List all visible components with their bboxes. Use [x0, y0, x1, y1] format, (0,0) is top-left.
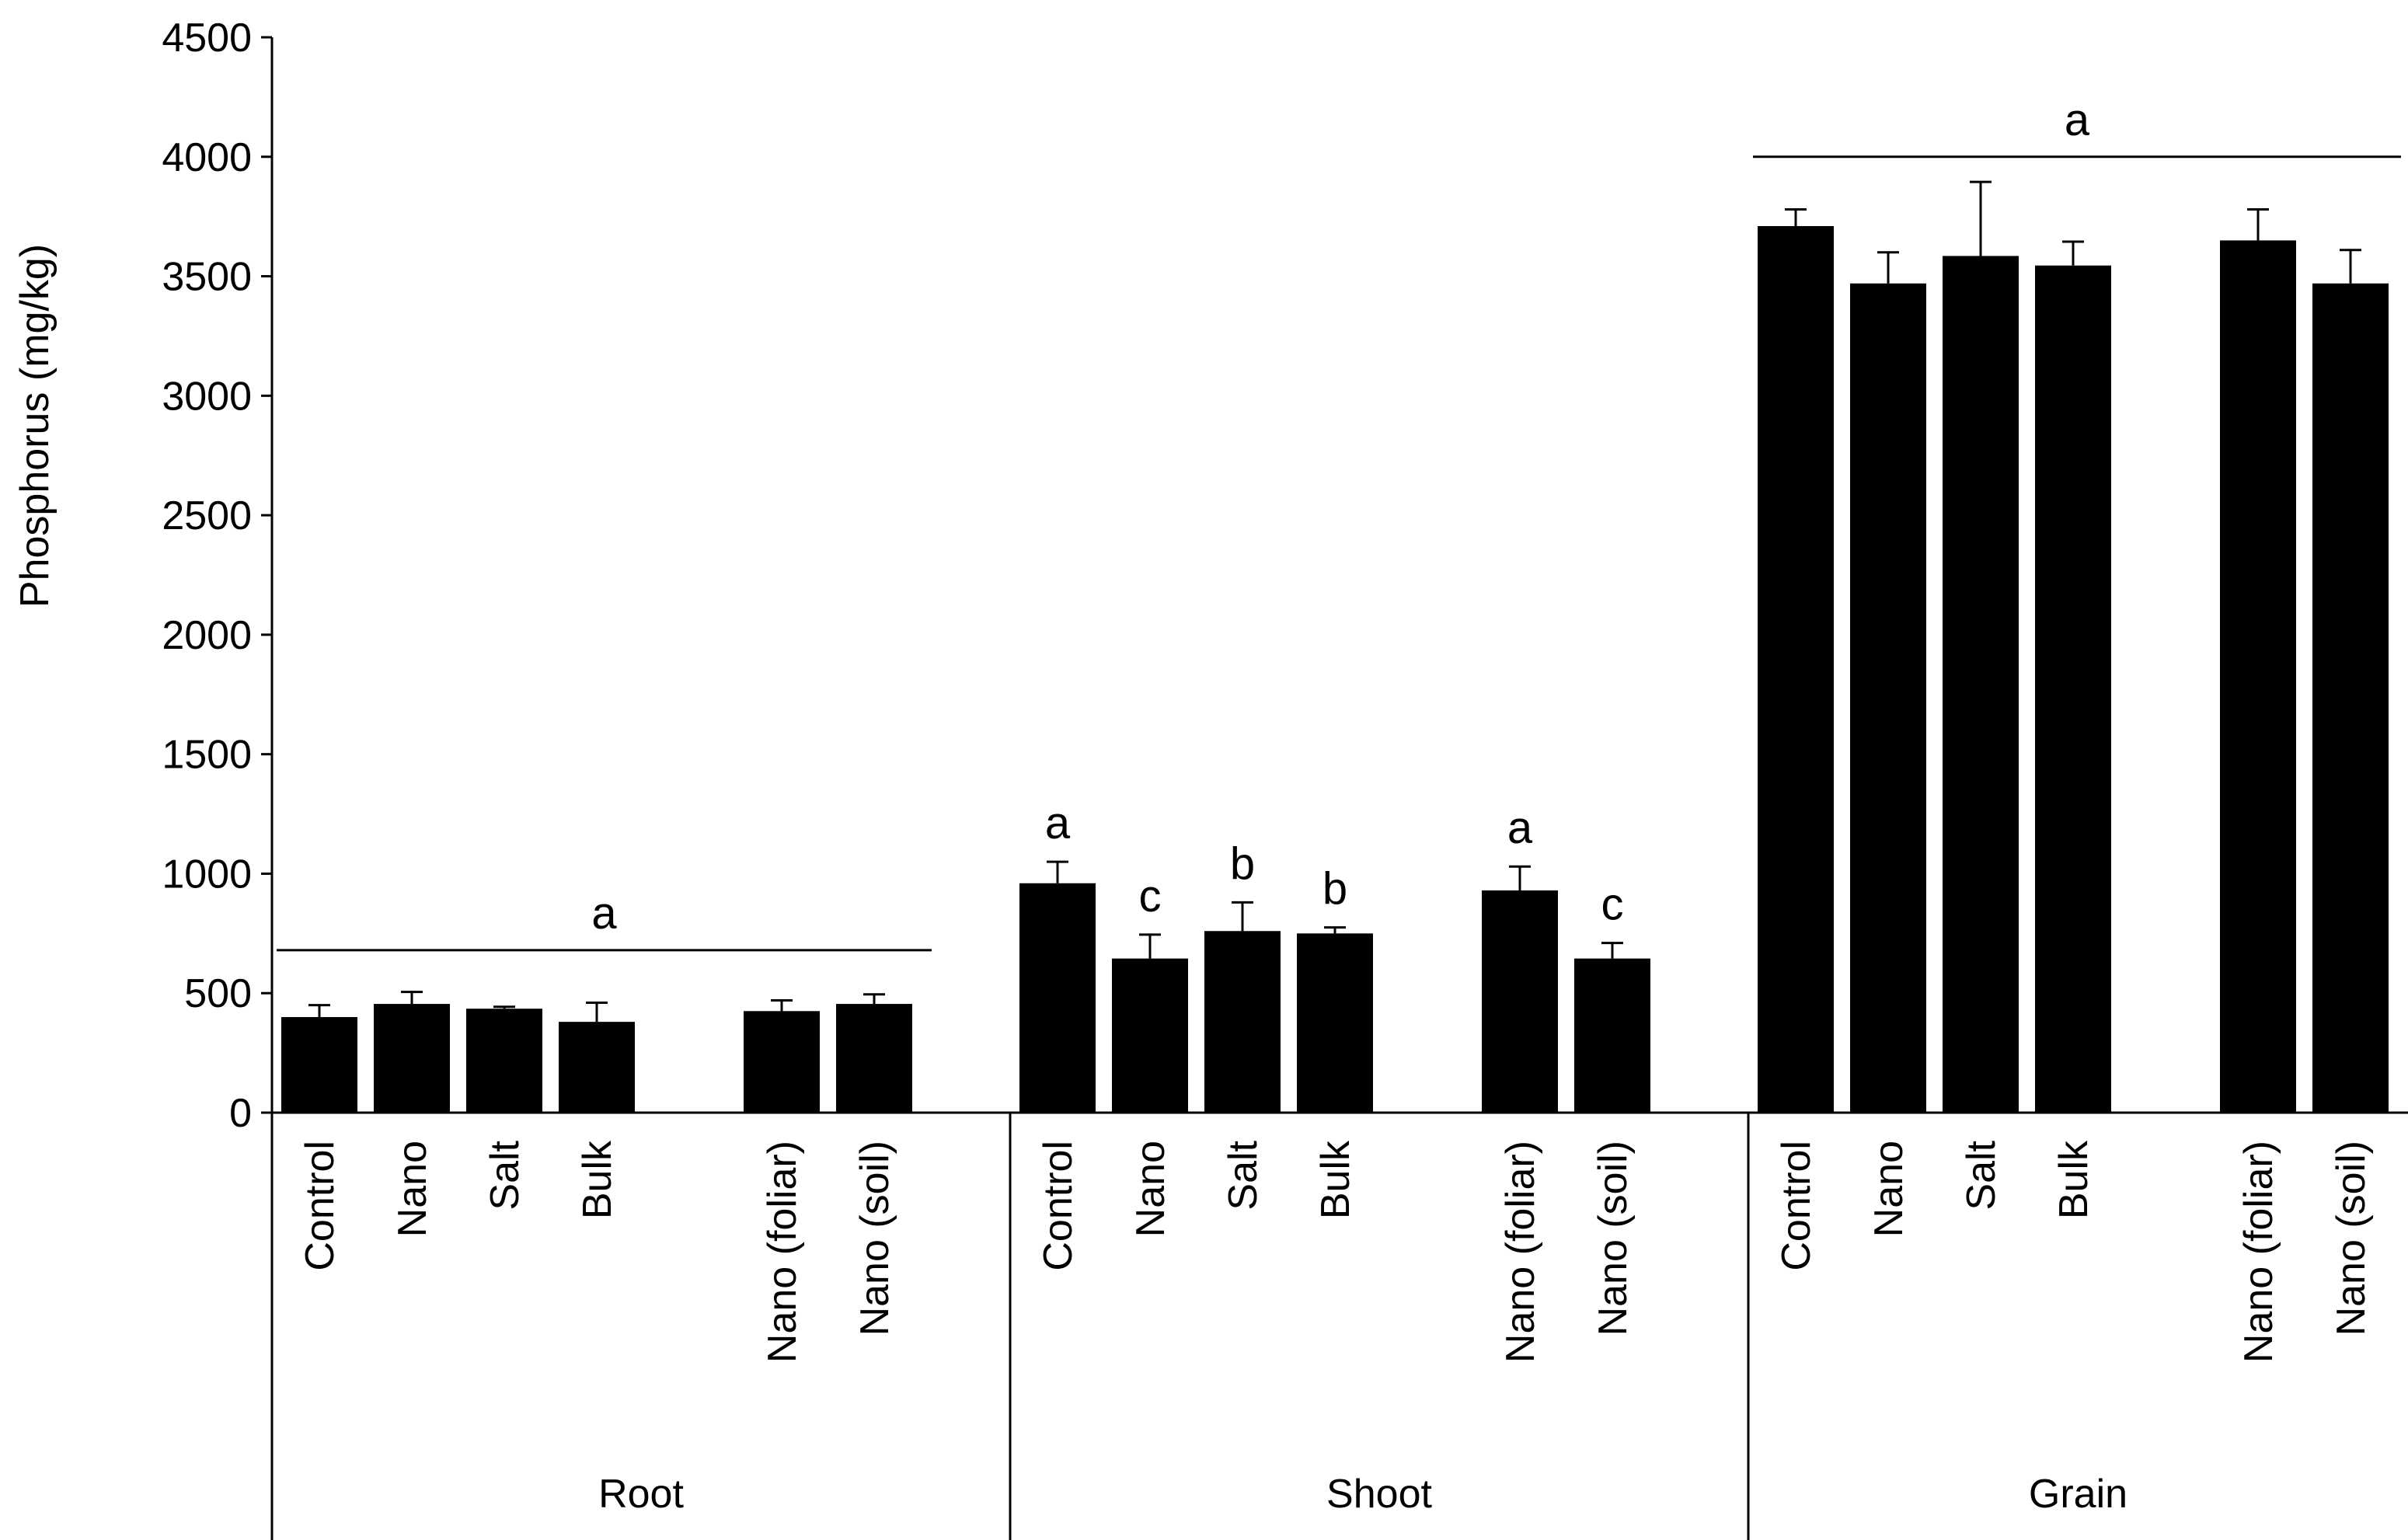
bar	[2035, 265, 2111, 1113]
bar	[836, 1004, 912, 1113]
bar	[1574, 958, 1650, 1113]
group-label: Root	[598, 1472, 684, 1517]
category-label: Nano (soil)	[852, 1141, 897, 1336]
bar	[1758, 225, 1834, 1113]
bar	[466, 1009, 542, 1113]
significance-letter: c	[1601, 880, 1624, 930]
category-label: Salt	[483, 1140, 528, 1210]
category-label: Nano (foliar)	[2236, 1141, 2281, 1363]
y-tick-label: 2000	[162, 613, 252, 658]
y-tick-label: 3500	[162, 255, 252, 300]
significance-letter: b	[1230, 838, 1255, 889]
y-tick-label: 500	[184, 971, 252, 1016]
y-tick-label: 1500	[162, 733, 252, 778]
category-label: Control	[298, 1141, 343, 1271]
bar	[1850, 283, 1926, 1113]
y-tick-label: 1000	[162, 852, 252, 897]
y-tick-label: 2500	[162, 493, 252, 538]
significance-letter: a	[1507, 803, 1533, 853]
y-axis-label: Phosphorus (mg/kg)	[12, 244, 57, 608]
bar	[1482, 890, 1558, 1113]
bar	[374, 1004, 450, 1113]
bar	[2220, 240, 2296, 1113]
category-label: Bulk	[575, 1140, 620, 1219]
group-significance-letter: a	[2065, 95, 2090, 145]
plot-area: 0 500 1000 1500 2000 2500 3000 3500 4000 4500 Cont…	[162, 16, 2408, 1540]
bar	[1112, 958, 1188, 1113]
category-label: Control	[1036, 1141, 1081, 1271]
y-tick-label: 0	[229, 1091, 252, 1136]
bar	[281, 1016, 357, 1113]
bar	[1297, 933, 1373, 1113]
significance-letter: b	[1322, 864, 1347, 915]
bar	[1019, 883, 1096, 1113]
category-label: Bulk	[1313, 1140, 1358, 1219]
category-label: Nano (foliar)	[1498, 1141, 1543, 1363]
group-label: Shoot	[1326, 1472, 1432, 1517]
category-label: Bulk	[2051, 1140, 2096, 1219]
category-label: Nano	[1866, 1141, 1911, 1237]
bar	[744, 1011, 820, 1113]
category-label: Control	[1774, 1141, 1819, 1271]
y-tick-label: 3000	[162, 374, 252, 419]
bar	[2312, 283, 2389, 1113]
category-label: Nano	[1128, 1141, 1173, 1237]
category-label: Nano (soil)	[1591, 1141, 1636, 1336]
group-label: Grain	[2029, 1472, 2127, 1517]
group-significance-letter: a	[591, 888, 617, 939]
significance-letter: a	[1045, 798, 1071, 848]
bar	[1943, 256, 2019, 1113]
bar	[1204, 931, 1281, 1113]
significance-letter: c	[1139, 871, 1162, 922]
category-label: Nano	[390, 1141, 435, 1237]
category-label: Salt	[1959, 1140, 2004, 1210]
category-label: Salt	[1221, 1140, 1266, 1210]
category-label: Nano (foliar)	[760, 1141, 805, 1363]
bar	[559, 1022, 635, 1113]
category-label: Nano (soil)	[2329, 1141, 2374, 1336]
y-tick-label: 4500	[162, 16, 252, 61]
y-tick-label: 4000	[162, 135, 252, 180]
